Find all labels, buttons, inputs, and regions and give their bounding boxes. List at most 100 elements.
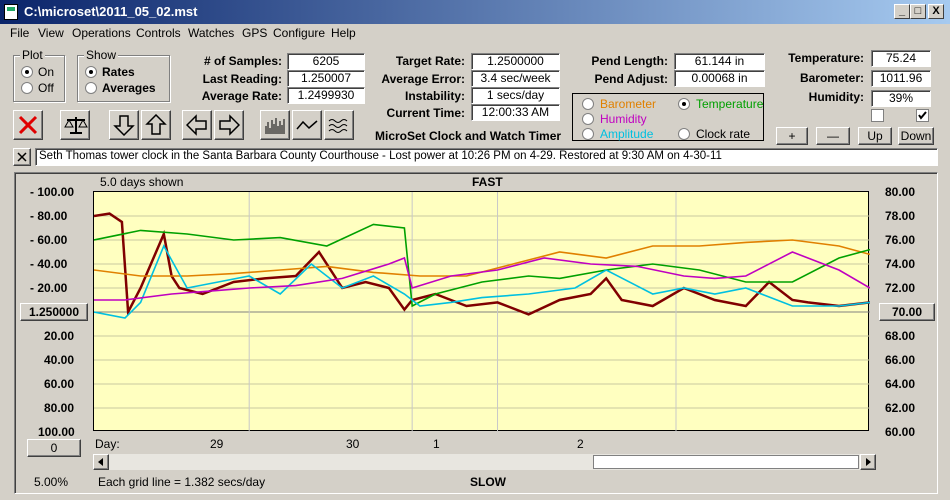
checkbox-right[interactable] — [916, 109, 929, 122]
menu-configure[interactable]: Configure — [273, 26, 326, 40]
pend-adjust-value: 0.00068 in — [674, 70, 765, 87]
title-bar: C:\microset\2011_05_02.mst _ □ X — [0, 0, 950, 24]
show-rates-radio[interactable] — [85, 66, 97, 78]
average-rate-value: 1.2499930 — [287, 87, 365, 104]
close-icon — [17, 152, 27, 162]
pend-length-label: Pend Length: — [591, 54, 668, 68]
right-tick: 72.00 — [885, 281, 916, 295]
menu-gps[interactable]: GPS — [242, 26, 268, 40]
selector-temperature-label: Temperature — [696, 97, 764, 111]
show-averages-radio[interactable] — [85, 82, 97, 94]
day-label: Day: — [95, 437, 120, 451]
menu-file[interactable]: File — [10, 26, 30, 40]
instability-value: 1 secs/day — [471, 87, 560, 104]
balance-scale-icon — [64, 117, 88, 134]
samples-value: 6205 — [287, 53, 365, 70]
series-line-barometer — [94, 239, 870, 277]
balance-button[interactable] — [60, 110, 90, 140]
notes-field[interactable]: Seth Thomas tower clock in the Santa Bar… — [35, 148, 938, 166]
selector-clock-rate-label: Clock rate — [696, 127, 751, 141]
minus-button[interactable]: — — [816, 127, 850, 145]
red-x-icon — [18, 115, 38, 135]
day-tick: 30 — [346, 437, 360, 451]
stop-button[interactable] — [13, 110, 43, 140]
arrow-left-icon — [186, 114, 207, 136]
scroll-thumb[interactable] — [593, 455, 859, 469]
checkbox-left[interactable] — [871, 109, 884, 122]
barometer-value: 1011.96 — [871, 70, 931, 87]
arrow-up-icon — [145, 114, 167, 135]
selector-barometer-radio[interactable] — [582, 98, 594, 110]
slow-label: SLOW — [470, 475, 506, 489]
show-rates-label: Rates — [102, 65, 135, 79]
menu-view[interactable]: View — [38, 26, 64, 40]
axis-selector: Barometer Temperature Humidity Amplitude… — [572, 93, 764, 141]
menu-operations[interactable]: Operations — [72, 26, 131, 40]
wave-button[interactable] — [324, 110, 354, 140]
grid-note: Each grid line = 1.382 secs/day — [98, 475, 266, 489]
wave-lines-icon — [328, 119, 348, 133]
series-line-humidity — [94, 251, 870, 301]
left-tick: - 100.00 — [30, 185, 75, 199]
humidity-value: 39% — [871, 90, 931, 107]
bars-button[interactable] — [260, 110, 290, 140]
last-reading-label: Last Reading: — [202, 72, 282, 86]
up-arrow-button[interactable] — [141, 110, 171, 140]
average-error-label: Average Error: — [381, 72, 465, 86]
arrow-down-icon — [113, 115, 135, 136]
triangle-right-icon — [866, 458, 871, 466]
series-line-amplitude — [94, 244, 870, 319]
right-arrow-button[interactable] — [214, 110, 244, 140]
selector-humidity-radio[interactable] — [582, 113, 594, 125]
chart-svg — [94, 192, 870, 432]
close-button[interactable]: X — [928, 4, 944, 19]
scroll-right-button[interactable] — [860, 454, 876, 470]
plus-button[interactable]: + — [776, 127, 808, 145]
selector-clock-rate-radio[interactable] — [678, 128, 690, 140]
right-tick: 74.00 — [885, 257, 916, 271]
menu-watches[interactable]: Watches — [188, 26, 235, 40]
minimize-button[interactable]: _ — [894, 4, 910, 19]
fast-label: FAST — [472, 175, 503, 189]
plot-on-radio[interactable] — [21, 66, 33, 78]
zero-button[interactable]: 0 — [27, 439, 81, 457]
selector-barometer-label: Barometer — [600, 97, 657, 111]
down-button[interactable]: Down — [898, 127, 934, 145]
app-title: MicroSet Clock and Watch Timer — [375, 129, 562, 143]
line-button[interactable] — [292, 110, 322, 140]
left-tick: - 60.00 — [30, 233, 68, 247]
plot-off-radio[interactable] — [21, 82, 33, 94]
menu-controls[interactable]: Controls — [136, 26, 181, 40]
right-tick: 78.00 — [885, 209, 916, 223]
center-rate-button[interactable]: 1.250000 — [20, 303, 88, 321]
days-shown-label: 5.0 days shown — [100, 175, 184, 189]
left-tick: 20.00 — [44, 329, 75, 343]
target-rate-label: Target Rate: — [395, 54, 465, 68]
center-temp-button[interactable]: 70.00 — [879, 303, 935, 321]
selector-amplitude-label: Amplitude — [600, 127, 654, 141]
checkmark-icon — [918, 111, 927, 120]
maximize-button[interactable]: □ — [910, 4, 926, 19]
show-group: Show Rates Averages — [77, 48, 170, 102]
humidity-label: Humidity: — [808, 90, 864, 104]
selector-temperature-radio[interactable] — [678, 98, 690, 110]
temperature-value: 75.24 — [871, 50, 931, 67]
notes-close-button[interactable] — [13, 148, 31, 166]
pend-length-value: 61.144 in — [674, 53, 765, 70]
up-button[interactable]: Up — [858, 127, 892, 145]
horizontal-scrollbar[interactable] — [93, 454, 876, 470]
day-tick: 29 — [210, 437, 224, 451]
right-tick: 80.00 — [885, 185, 916, 199]
menu-help[interactable]: Help — [331, 26, 356, 40]
right-tick: 62.00 — [885, 401, 916, 415]
line-graph-icon — [296, 120, 318, 130]
temperature-label: Temperature: — [788, 51, 864, 65]
bar-graph-icon — [265, 118, 285, 134]
down-arrow-button[interactable] — [109, 110, 139, 140]
selector-amplitude-radio[interactable] — [582, 128, 594, 140]
right-tick: 68.00 — [885, 329, 916, 343]
left-tick: - 80.00 — [30, 209, 68, 223]
left-arrow-button[interactable] — [182, 110, 212, 140]
scroll-left-button[interactable] — [93, 454, 109, 470]
selector-humidity-label: Humidity — [600, 112, 647, 126]
